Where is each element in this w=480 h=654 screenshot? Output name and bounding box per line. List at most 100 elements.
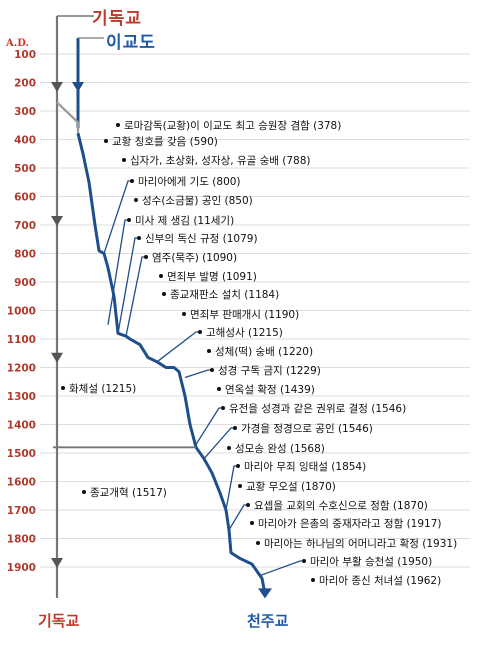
event-leader — [125, 256, 144, 337]
event-dot — [217, 387, 221, 391]
event-label: 마리아가 은총의 중재자라고 정함 (1917) — [258, 518, 442, 530]
event-label: 연옥설 확정 (1439) — [225, 383, 315, 396]
year-tick-label: 1500 — [7, 448, 36, 460]
merge-connector — [56, 101, 80, 134]
event-dot — [210, 368, 214, 372]
event-dot — [82, 490, 86, 494]
event-dot — [144, 255, 148, 259]
direction-arrow-icon — [51, 352, 63, 363]
year-tick-label: 1300 — [7, 391, 36, 403]
event-dot — [122, 158, 126, 162]
year-tick-label: 1000 — [7, 306, 36, 318]
ad-axis-label: A.D. — [6, 38, 30, 49]
year-tick-label: 100 — [14, 49, 36, 61]
protestant-footer: 기독교 — [38, 612, 80, 630]
event-label: 성모송 완성 (1568) — [235, 442, 325, 455]
event-label: 면죄부 발명 (1091) — [167, 271, 257, 283]
event-dot — [130, 179, 134, 183]
event-leader — [156, 331, 198, 363]
event-label: 마리아 무죄 잉태설 (1854) — [244, 461, 366, 473]
branch-lines — [51, 15, 272, 599]
event-leader — [225, 465, 236, 511]
event-label: 고해성사 (1215) — [206, 326, 283, 339]
year-tick-label: 400 — [14, 135, 36, 147]
event-dot — [233, 426, 237, 430]
event-dot — [127, 218, 131, 222]
event-dot — [104, 139, 108, 143]
event-label: 성경 구독 금지 (1229) — [218, 364, 321, 377]
year-axis: 100 200 300 400 500 600 700 800 900 1000 1100 1200 1… — [7, 49, 36, 574]
event-leader — [228, 504, 246, 531]
event-dot — [238, 484, 242, 488]
year-tick-label: 1100 — [7, 334, 36, 346]
event-dot — [159, 274, 163, 278]
event-dot — [246, 503, 250, 507]
event-label: 화체설 (1215) — [69, 383, 136, 395]
event-dot — [162, 292, 166, 296]
event-label: 면죄부 판매개시 (1190) — [190, 309, 299, 321]
year-tick-label: 500 — [14, 163, 36, 175]
event-leader — [107, 219, 127, 325]
catholic-arrow-icon — [258, 588, 272, 599]
event-label: 염주(묵주) (1090) — [152, 252, 237, 264]
year-tick-label: 1200 — [7, 363, 36, 375]
year-tick-label: 1900 — [7, 562, 36, 574]
year-tick-label: 1600 — [7, 477, 36, 489]
catholic-footer: 천주교 — [247, 612, 289, 630]
catholic-line — [76, 132, 267, 595]
year-tick-label: 1800 — [7, 534, 36, 546]
event-dot — [61, 386, 65, 390]
direction-arrow-icon — [51, 216, 63, 226]
event-dot — [137, 236, 141, 240]
event-label: 로마감독(교황)이 이교도 최고 승원장 겸함 (378) — [124, 120, 341, 132]
year-tick-label: 200 — [14, 78, 36, 90]
year-tick-label: 700 — [14, 220, 36, 232]
event-dot — [227, 446, 231, 450]
event-dot — [236, 464, 240, 468]
event-leader — [195, 407, 221, 445]
event-label: 마리아에게 기도 (800) — [138, 176, 241, 188]
event-label: 신부의 독신 규정 (1079) — [145, 233, 258, 245]
event-label: 종교개혁 (1517) — [90, 487, 167, 499]
direction-arrow-icon — [72, 82, 84, 93]
event-leader — [117, 237, 137, 334]
year-tick-label: 1700 — [7, 505, 36, 517]
event-label: 교황 칭호를 갖음 (590) — [112, 136, 218, 148]
event-labels: 로마감독(교황)이 이교도 최고 승원장 겸함 (378) 교황 칭호를 갖음 (… — [61, 120, 457, 587]
event-leader — [103, 180, 130, 254]
event-label: 성수(소금물) 공인 (850) — [142, 195, 253, 207]
event-dot — [116, 123, 120, 127]
event-dot — [256, 541, 260, 545]
event-dot — [198, 330, 202, 334]
event-label: 마리아 부활 승천설 (1950) — [310, 555, 432, 568]
direction-arrow-icon — [51, 558, 63, 568]
event-label: 미사 제 생김 (11세기) — [135, 215, 234, 227]
event-label: 마리아 종신 처녀설 (1962) — [319, 575, 441, 587]
event-label: 종교재판소 설치 (1184) — [170, 289, 279, 301]
event-leader — [259, 560, 302, 577]
event-dot — [221, 406, 225, 410]
year-grid — [40, 53, 470, 568]
event-dot — [311, 578, 315, 582]
year-tick-label: 900 — [14, 277, 36, 289]
year-tick-label: 800 — [14, 249, 36, 261]
event-dot — [250, 521, 254, 525]
event-leader — [184, 369, 210, 379]
event-dot — [302, 559, 306, 563]
event-dot — [182, 312, 186, 316]
direction-arrow-icon — [51, 82, 63, 93]
event-label: 요셉을 교회의 수호신으로 정함 (1870) — [254, 500, 428, 512]
event-label: 마리아는 하나님의 어머니라고 확정 (1931) — [264, 537, 457, 550]
event-label: 교황 무오설 (1870) — [246, 481, 336, 493]
protestant-header: 기독교 — [92, 9, 142, 29]
event-label: 유전을 성경과 같은 권위로 결정 (1546) — [229, 402, 406, 415]
event-dot — [207, 349, 211, 353]
event-leader — [203, 427, 233, 460]
event-label: 십자가, 초상화, 성자상, 유골 숭배 (788) — [130, 155, 311, 167]
event-dot — [134, 198, 138, 202]
year-tick-label: 1400 — [7, 420, 36, 432]
heresy-header: 이교도 — [106, 33, 156, 53]
year-tick-label: 600 — [14, 192, 36, 204]
